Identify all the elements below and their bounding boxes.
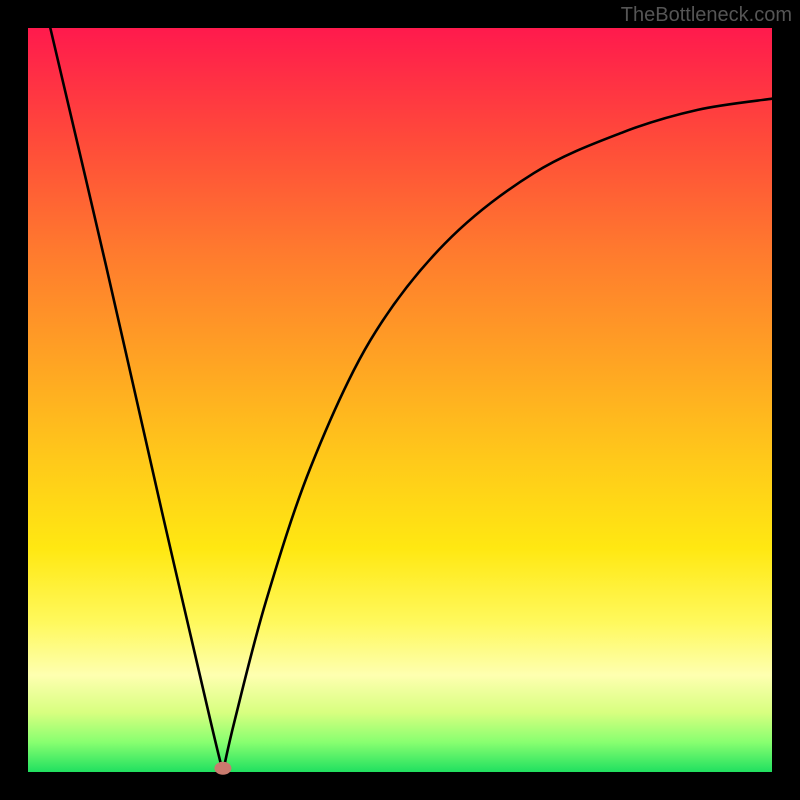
watermark: TheBottleneck.com [621,4,792,27]
curve-right-branch [223,99,772,772]
bottleneck-curve [0,0,800,800]
valley-marker [215,762,231,774]
curve-left-branch [50,28,223,772]
